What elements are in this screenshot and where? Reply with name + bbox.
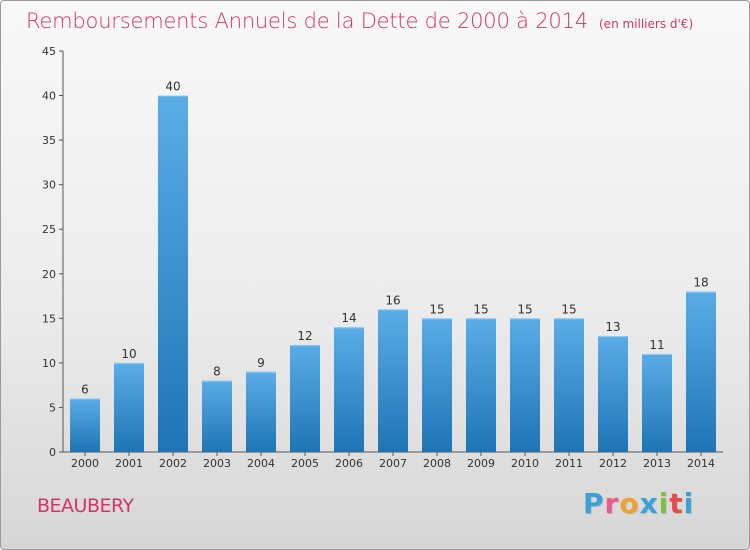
x-tick-label: 2007 [379, 457, 407, 470]
y-tick-label: 5 [49, 401, 56, 414]
bar [290, 345, 320, 452]
x-tick-label: 2008 [423, 457, 451, 470]
bar-value-label: 11 [649, 338, 664, 352]
bar-value-label: 6 [81, 383, 89, 397]
chart-title: Remboursements Annuels de la Dette de 20… [26, 9, 693, 33]
y-tick-label: 30 [42, 179, 56, 192]
bar-value-label: 12 [297, 329, 312, 343]
x-tick-label: 2001 [115, 457, 143, 470]
y-tick-label: 35 [42, 134, 56, 147]
y-tick-label: 15 [42, 312, 56, 325]
bar [642, 353, 672, 452]
bar [334, 327, 364, 452]
x-tick-label: 2002 [159, 457, 187, 470]
bar-value-label: 10 [121, 347, 136, 361]
y-tick-label: 10 [42, 357, 56, 370]
logo-letter: r [604, 487, 620, 520]
x-tick-label: 2000 [71, 457, 99, 470]
bar [114, 362, 144, 452]
x-tick-label: 2010 [511, 457, 539, 470]
commune-name: BEAUBERY [37, 495, 134, 517]
logo-letter: o [619, 487, 640, 520]
logo-letter: x [639, 487, 659, 520]
bar [70, 398, 100, 452]
bar [246, 371, 276, 452]
logo-letter: t [669, 487, 684, 520]
x-tick-label: 2006 [335, 457, 363, 470]
x-tick-label: 2004 [247, 457, 275, 470]
x-tick-label: 2014 [687, 457, 715, 470]
bar [422, 318, 452, 452]
x-tick-label: 2003 [203, 457, 231, 470]
bar-value-label: 15 [561, 302, 576, 316]
y-tick-label: 25 [42, 223, 56, 236]
bar [686, 291, 716, 452]
logo-letter: P [583, 487, 605, 520]
bar [158, 95, 188, 453]
bar-value-label: 15 [429, 302, 444, 316]
proxiti-logo: Proxiti [583, 487, 694, 520]
y-tick-label: 0 [49, 446, 56, 459]
logo-letter: i [683, 487, 695, 520]
bar [378, 309, 408, 452]
y-tick-label: 40 [42, 90, 56, 103]
bar-value-label: 9 [257, 356, 265, 370]
bar [466, 318, 496, 452]
bar [202, 380, 232, 452]
logo-letter: i [658, 487, 670, 520]
bar [510, 318, 540, 452]
x-tick-label: 2013 [643, 457, 671, 470]
bar-value-label: 15 [517, 302, 532, 316]
y-tick-label: 45 [42, 45, 56, 58]
x-tick-label: 2005 [291, 457, 319, 470]
bar-value-label: 16 [385, 293, 400, 307]
x-tick-label: 2009 [467, 457, 495, 470]
bar-value-label: 13 [605, 320, 620, 334]
x-tick-label: 2011 [555, 457, 583, 470]
bar [598, 336, 628, 452]
bar-value-label: 18 [693, 276, 708, 290]
chart-unit: (en milliers d'€) [599, 17, 694, 31]
y-tick-label: 20 [42, 268, 56, 281]
bar-value-label: 40 [165, 80, 180, 94]
x-tick-label: 2012 [599, 457, 627, 470]
bar-value-label: 8 [213, 365, 221, 379]
bar-value-label: 14 [341, 311, 356, 325]
bar [554, 318, 584, 452]
bar-value-label: 15 [473, 302, 488, 316]
chart-title-text: Remboursements Annuels de la Dette de 20… [26, 9, 588, 33]
